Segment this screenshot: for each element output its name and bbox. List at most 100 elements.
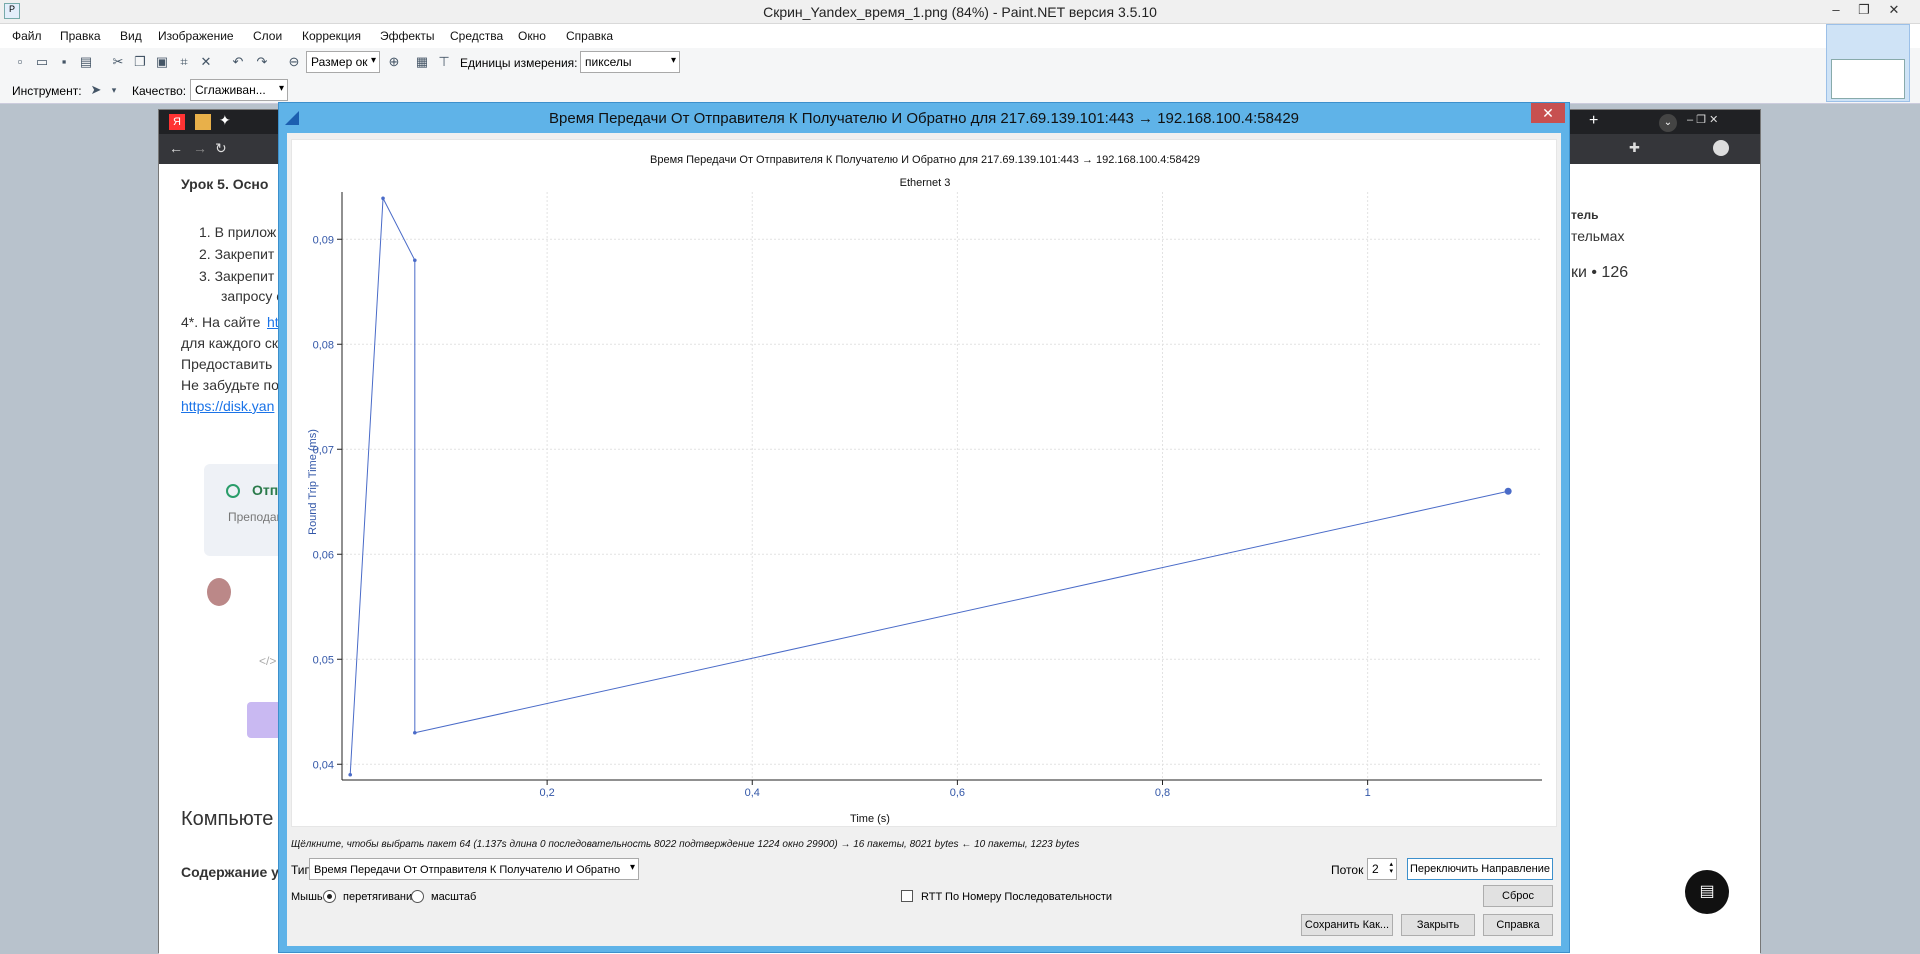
dialog-close-button[interactable]: ✕	[1531, 103, 1565, 123]
menu-layers[interactable]: Слои	[253, 29, 283, 43]
list-item: 2. Закрепит	[199, 246, 275, 262]
back-icon: ←	[169, 140, 183, 156]
code-icon: </>	[259, 654, 277, 668]
rtt-data-point	[1504, 487, 1512, 495]
close-button[interactable]: Закрыть	[1401, 914, 1475, 936]
y-tick-label: 0,05	[313, 654, 334, 666]
forward-icon: →	[193, 140, 207, 156]
chart-subtitle: Ethernet 3	[900, 177, 951, 189]
chevron-down-icon[interactable]: ▾	[111, 85, 117, 95]
list-item: запросу с	[221, 288, 284, 304]
right-count: ки • 126	[1571, 264, 1629, 281]
rtt-chart[interactable]: Время Передачи От Отправителя К Получате…	[292, 140, 1558, 828]
list-item: 1. В прилож	[199, 224, 277, 240]
restore-button[interactable]: ❐	[1858, 2, 1870, 17]
grid-icon[interactable]: ▦	[415, 54, 429, 69]
quality-select[interactable]: Сглаживан... ▾	[190, 79, 288, 101]
chevron-down-icon: ▾	[670, 55, 676, 66]
x-axis-label: Time (s)	[850, 813, 890, 825]
undo-icon[interactable]: ↶	[232, 54, 244, 69]
image-thumbnail[interactable]	[1826, 24, 1910, 102]
y-tick-label: 0,04	[313, 759, 334, 771]
x-tick-label: 1	[1365, 787, 1371, 799]
redo-icon[interactable]: ↷	[256, 54, 268, 69]
rtt-plot[interactable]: Время Передачи От Отправителя К Получате…	[291, 139, 1557, 827]
y-tick-label: 0,09	[313, 234, 334, 246]
menu-effects[interactable]: Эффекты	[380, 29, 435, 43]
sparkle-icon: ✦	[219, 112, 231, 128]
rtt-graph-dialog: Время Передачи От Отправителя К Получате…	[278, 102, 1570, 953]
menu-file[interactable]: Файл	[12, 29, 42, 43]
rtt-seq-label: RTT По Номеру Последовательности	[921, 891, 1113, 903]
help-button[interactable]: Справка	[1483, 914, 1553, 936]
add-tab-icon: +	[1589, 112, 1599, 129]
copy-icon[interactable]: ❐	[134, 54, 146, 69]
close-app-button[interactable]: ✕	[1888, 2, 1900, 17]
zoom-in-icon[interactable]: ⊕	[388, 54, 400, 69]
type-label: Тип	[291, 863, 312, 877]
mouse-label: Мышь	[291, 891, 323, 903]
list-item: 3. Закрепит	[199, 268, 275, 284]
zoom-radio[interactable]	[411, 890, 424, 903]
drag-radio[interactable]	[323, 890, 336, 903]
lesson-title: Урок 5. Осно	[181, 176, 269, 192]
switch-direction-button[interactable]: Переключить Направление	[1407, 858, 1553, 880]
paragraph: Предоставить	[181, 356, 273, 372]
ruler-icon[interactable]: ⊤	[438, 54, 450, 69]
crop-icon[interactable]: ⌗	[180, 54, 188, 69]
deselect-icon[interactable]: ✕	[200, 54, 212, 69]
save-as-button[interactable]: Сохранить Как...	[1301, 914, 1393, 936]
paste-icon[interactable]: ▣	[155, 54, 169, 69]
cut-icon[interactable]: ✂	[112, 54, 124, 69]
drag-label: перетягивание	[343, 891, 419, 903]
menu-view[interactable]: Вид	[120, 29, 142, 43]
rtt-series-line	[349, 196, 1509, 775]
menu-window[interactable]: Окно	[518, 29, 546, 43]
app-title-bar: P Скрин_Yandex_время_1.png (84%) - Paint…	[0, 0, 1920, 24]
units-select[interactable]: пикселы ▾	[580, 51, 680, 73]
zoom-select-value: Размер ок	[311, 55, 368, 69]
dialog-title: Время Передачи От Отправителя К Получате…	[549, 110, 1299, 127]
y-tick-label: 0,06	[313, 549, 334, 561]
menu-image[interactable]: Изображение	[158, 29, 234, 43]
menu-adjustments[interactable]: Коррекция	[302, 29, 362, 43]
paragraph: 4*. На сайте	[181, 314, 261, 330]
window-controls-icon: – ❐ ✕	[1687, 114, 1719, 126]
contents-label: Содержание у	[181, 864, 279, 880]
chat-icon: ▤	[1685, 870, 1729, 914]
menu-help[interactable]: Справка	[566, 29, 614, 43]
image-icon	[195, 114, 211, 130]
check-icon	[226, 484, 240, 498]
paragraph: для каждого ск	[181, 335, 278, 351]
pointer-tool-icon[interactable]: ➤	[90, 82, 102, 97]
submission-box: Отп Преподава	[204, 464, 289, 556]
x-tick-label: 0,2	[539, 787, 554, 799]
right-col-label: тель	[1571, 208, 1599, 222]
zoom-label: масштаб	[431, 891, 477, 903]
zoom-select[interactable]: Размер ок ▾	[306, 51, 380, 73]
teacher-label: Преподава	[228, 510, 290, 524]
minimize-button[interactable]: –	[1832, 2, 1840, 17]
tab-menu-icon: ⌄	[1659, 114, 1677, 132]
profile-icon	[1713, 140, 1729, 156]
status-text: Щёлкните, чтобы выбрать пакет 64 (1.137s…	[291, 839, 1080, 850]
zoom-out-icon[interactable]: ⊖	[288, 54, 300, 69]
menu-edit[interactable]: Правка	[60, 29, 101, 43]
reset-button[interactable]: Сброс	[1483, 885, 1553, 907]
type-select[interactable]: Время Передачи От Отправителя К Получате…	[309, 858, 639, 880]
spin-arrows-icon[interactable]: ▴ ▾	[1389, 861, 1393, 875]
units-select-value: пикселы	[585, 55, 632, 69]
app-title: Скрин_Yandex_время_1.png (84%) - Paint.N…	[763, 4, 1157, 20]
extensions-icon: ✚	[1629, 140, 1640, 155]
menu-tools[interactable]: Средства	[450, 29, 504, 43]
save-icon[interactable]: ▪	[61, 54, 67, 69]
rtt-seq-checkbox[interactable]	[901, 890, 913, 902]
stream-spinbox[interactable]: 2 ▴ ▾	[1367, 858, 1397, 880]
chart-title: Время Передачи От Отправителя К Получате…	[650, 154, 1200, 166]
open-icon[interactable]: ▭	[35, 54, 49, 69]
print-icon[interactable]: ▤	[79, 54, 93, 69]
chevron-down-icon: ▾	[278, 83, 284, 94]
x-tick-label: 0,6	[950, 787, 965, 799]
quality-select-value: Сглаживан...	[195, 83, 266, 97]
new-icon[interactable]: ▫	[17, 54, 23, 69]
